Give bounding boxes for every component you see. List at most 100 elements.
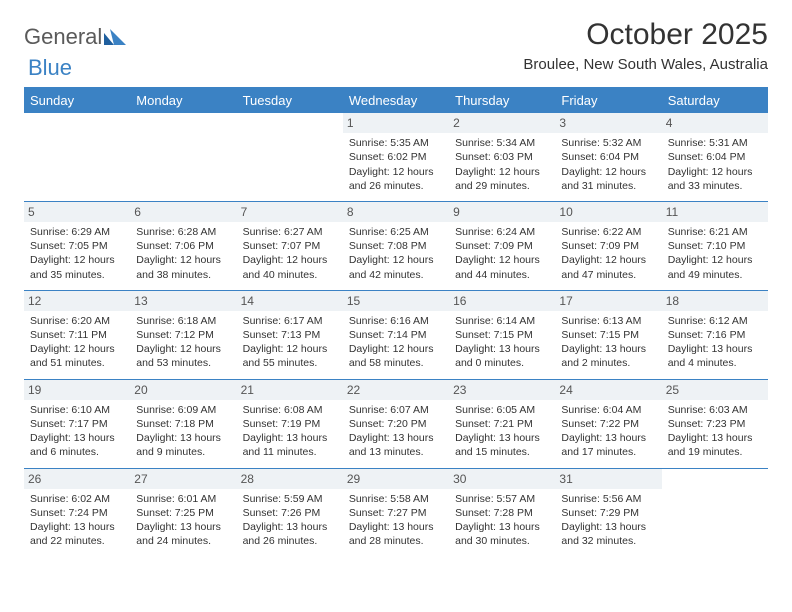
cell-line: Sunrise: 6:22 AM	[561, 225, 655, 239]
day-number: 31	[555, 469, 661, 489]
cell-details: Sunrise: 5:57 AMSunset: 7:28 PMDaylight:…	[455, 492, 549, 549]
cell-line: Sunrise: 6:20 AM	[30, 314, 124, 328]
day-number: 17	[555, 291, 661, 311]
cell-line: Sunrise: 5:57 AM	[455, 492, 549, 506]
calendar-cell: 2Sunrise: 5:34 AMSunset: 6:03 PMDaylight…	[449, 113, 555, 201]
cell-line: Sunrise: 5:35 AM	[349, 136, 443, 150]
cell-line: Sunset: 7:28 PM	[455, 506, 549, 520]
cell-line: Daylight: 12 hours and 26 minutes.	[349, 165, 443, 193]
day-number: 9	[449, 202, 555, 222]
calendar-cell: 22Sunrise: 6:07 AMSunset: 7:20 PMDayligh…	[343, 379, 449, 468]
cell-details: Sunrise: 6:12 AMSunset: 7:16 PMDaylight:…	[668, 314, 762, 371]
cell-details: Sunrise: 6:08 AMSunset: 7:19 PMDaylight:…	[243, 403, 337, 460]
day-number: 27	[130, 469, 236, 489]
calendar-cell: 6Sunrise: 6:28 AMSunset: 7:06 PMDaylight…	[130, 201, 236, 290]
cell-line: Sunrise: 5:34 AM	[455, 136, 549, 150]
cell-line: Sunrise: 6:14 AM	[455, 314, 549, 328]
calendar-cell	[237, 113, 343, 201]
cell-line: Sunrise: 6:28 AM	[136, 225, 230, 239]
cell-line: Sunset: 7:08 PM	[349, 239, 443, 253]
cell-line: Sunrise: 6:18 AM	[136, 314, 230, 328]
cell-line: Sunset: 6:04 PM	[668, 150, 762, 164]
calendar-cell: 11Sunrise: 6:21 AMSunset: 7:10 PMDayligh…	[662, 201, 768, 290]
cell-line: Sunset: 7:16 PM	[668, 328, 762, 342]
day-number: 24	[555, 380, 661, 400]
cell-line: Daylight: 12 hours and 33 minutes.	[668, 165, 762, 193]
calendar-cell: 14 Sunrise: 6:17 AMSunset: 7:13 PMDayligh…	[237, 290, 343, 379]
calendar-cell: 10Sunrise: 6:22 AMSunset: 7:09 PMDayligh…	[555, 201, 661, 290]
cell-line: Sunset: 7:14 PM	[349, 328, 443, 342]
cell-line: Sunrise: 5:31 AM	[668, 136, 762, 150]
cell-line: Sunset: 7:22 PM	[561, 417, 655, 431]
cell-line: Sunset: 7:12 PM	[136, 328, 230, 342]
day-number: 19	[24, 380, 130, 400]
cell-details: Sunrise: 6:16 AMSunset: 7:14 PMDaylight:…	[349, 314, 443, 371]
page-subtitle: Broulee, New South Wales, Australia	[523, 56, 768, 73]
cell-line: Sunset: 7:23 PM	[668, 417, 762, 431]
cell-line: Sunrise: 5:58 AM	[349, 492, 443, 506]
cell-line: Daylight: 13 hours and 22 minutes.	[30, 520, 124, 548]
cell-details: Sunrise: 5:58 AMSunset: 7:27 PMDaylight:…	[349, 492, 443, 549]
cell-line: Sunset: 7:25 PM	[136, 506, 230, 520]
calendar-week-row: 26Sunrise: 6:02 AMSunset: 7:24 PMDayligh…	[24, 468, 768, 556]
cell-details: Sunrise: 6:01 AMSunset: 7:25 PMDaylight:…	[136, 492, 230, 549]
day-number: 22	[343, 380, 449, 400]
cell-details: Sunrise: 5:34 AMSunset: 6:03 PMDaylight:…	[455, 136, 549, 193]
cell-line: Daylight: 12 hours and 35 minutes.	[30, 253, 124, 281]
cell-line: Sunset: 7:09 PM	[561, 239, 655, 253]
calendar-cell: 3Sunrise: 5:32 AMSunset: 6:04 PMDaylight…	[555, 113, 661, 201]
day-number: 18	[662, 291, 768, 311]
cell-line: Daylight: 12 hours and 51 minutes.	[30, 342, 124, 370]
day-header-row: Sunday Monday Tuesday Wednesday Thursday…	[24, 88, 768, 113]
day-number: 20	[130, 380, 236, 400]
cell-line: Daylight: 13 hours and 4 minutes.	[668, 342, 762, 370]
day-header: Sunday	[24, 88, 130, 113]
cell-line: Daylight: 13 hours and 24 minutes.	[136, 520, 230, 548]
cell-details: Sunrise: 6:25 AMSunset: 7:08 PMDaylight:…	[349, 225, 443, 282]
cell-line: Daylight: 12 hours and 49 minutes.	[668, 253, 762, 281]
cell-line: Sunrise: 6:17 AM	[243, 314, 337, 328]
cell-line: Sunrise: 6:05 AM	[455, 403, 549, 417]
calendar-cell: 15Sunrise: 6:16 AMSunset: 7:14 PMDayligh…	[343, 290, 449, 379]
day-number: 14	[237, 291, 343, 311]
cell-line: Sunset: 7:21 PM	[455, 417, 549, 431]
cell-line: Daylight: 13 hours and 32 minutes.	[561, 520, 655, 548]
cell-line: Sunset: 7:29 PM	[561, 506, 655, 520]
cell-line: Sunrise: 6:16 AM	[349, 314, 443, 328]
cell-details: Sunrise: 6:09 AMSunset: 7:18 PMDaylight:…	[136, 403, 230, 460]
cell-line: Daylight: 12 hours and 29 minutes.	[455, 165, 549, 193]
cell-line: Sunrise: 6:13 AM	[561, 314, 655, 328]
cell-details: Sunrise: 6:27 AMSunset: 7:07 PMDaylight:…	[243, 225, 337, 282]
calendar-cell: 23Sunrise: 6:05 AMSunset: 7:21 PMDayligh…	[449, 379, 555, 468]
calendar-cell: 1Sunrise: 5:35 AMSunset: 6:02 PMDaylight…	[343, 113, 449, 201]
calendar-cell: 16Sunrise: 6:14 AMSunset: 7:15 PMDayligh…	[449, 290, 555, 379]
cell-line: Sunrise: 6:25 AM	[349, 225, 443, 239]
cell-line: Sunrise: 6:04 AM	[561, 403, 655, 417]
cell-line: Daylight: 13 hours and 6 minutes.	[30, 431, 124, 459]
cell-line: Sunset: 7:06 PM	[136, 239, 230, 253]
cell-line: Sunrise: 6:08 AM	[243, 403, 337, 417]
calendar-table: Sunday Monday Tuesday Wednesday Thursday…	[24, 88, 768, 556]
cell-details: Sunrise: 6:18 AMSunset: 7:12 PMDaylight:…	[136, 314, 230, 371]
cell-line: Sunset: 7:10 PM	[668, 239, 762, 253]
cell-line: Sunset: 6:03 PM	[455, 150, 549, 164]
day-header: Saturday	[662, 88, 768, 113]
cell-details: Sunrise: 6:04 AMSunset: 7:22 PMDaylight:…	[561, 403, 655, 460]
cell-line: Daylight: 13 hours and 19 minutes.	[668, 431, 762, 459]
calendar-cell	[24, 113, 130, 201]
calendar-week-row: 12Sunrise: 6:20 AMSunset: 7:11 PMDayligh…	[24, 290, 768, 379]
cell-line: Daylight: 12 hours and 53 minutes.	[136, 342, 230, 370]
day-number: 4	[662, 113, 768, 133]
day-number: 28	[237, 469, 343, 489]
day-number: 21	[237, 380, 343, 400]
cell-details: Sunrise: 6:14 AMSunset: 7:15 PMDaylight:…	[455, 314, 549, 371]
cell-details: Sunrise: 6:02 AMSunset: 7:24 PMDaylight:…	[30, 492, 124, 549]
day-header: Tuesday	[237, 88, 343, 113]
cell-line: Sunset: 6:04 PM	[561, 150, 655, 164]
day-number: 25	[662, 380, 768, 400]
cell-line: Daylight: 12 hours and 40 minutes.	[243, 253, 337, 281]
cell-details: Sunrise: 6:17 AMSunset: 7:13 PMDaylight:…	[243, 314, 337, 371]
calendar-cell: 19Sunrise: 6:10 AMSunset: 7:17 PMDayligh…	[24, 379, 130, 468]
day-header: Monday	[130, 88, 236, 113]
cell-line: Sunrise: 5:32 AM	[561, 136, 655, 150]
